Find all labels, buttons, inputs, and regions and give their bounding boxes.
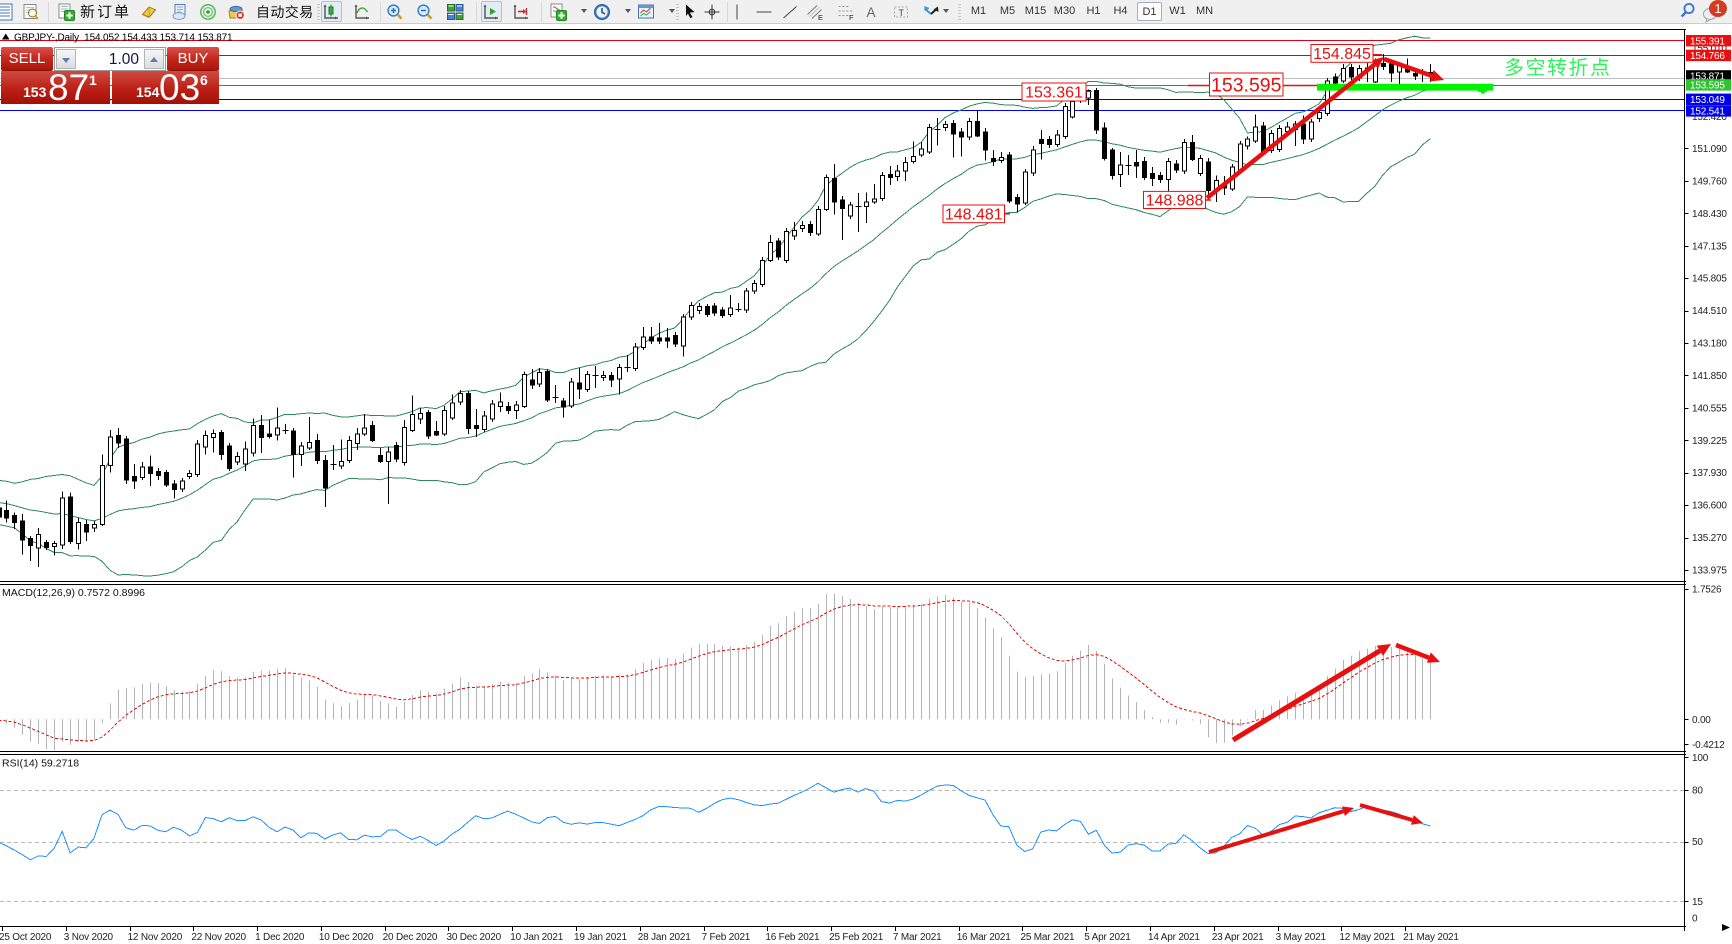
svg-text:7 Mar 2021: 7 Mar 2021 [893, 932, 942, 943]
svg-text:153.049: 153.049 [1690, 95, 1725, 106]
svg-text:7 Feb 2021: 7 Feb 2021 [702, 932, 751, 943]
svg-text:136.600: 136.600 [1692, 501, 1727, 512]
svg-text:28 Jan 2021: 28 Jan 2021 [638, 932, 691, 943]
svg-text:155.010: 155.010 [1692, 44, 1727, 55]
svg-text:144.510: 144.510 [1692, 306, 1727, 317]
svg-text:153.871: 153.871 [1690, 72, 1725, 83]
svg-text:147.135: 147.135 [1692, 241, 1727, 252]
svg-text:5 Apr 2021: 5 Apr 2021 [1084, 932, 1131, 943]
svg-text:21 May 2021: 21 May 2021 [1403, 932, 1459, 943]
svg-text:3 May 2021: 3 May 2021 [1276, 932, 1327, 943]
svg-text:23 Apr 2021: 23 Apr 2021 [1212, 932, 1264, 943]
svg-text:MACD(12,26,9) 0.7572 0.8996: MACD(12,26,9) 0.7572 0.8996 [2, 587, 145, 599]
svg-text:14 Apr 2021: 14 Apr 2021 [1148, 932, 1200, 943]
svg-text:152.541: 152.541 [1690, 107, 1725, 118]
svg-text:15: 15 [1692, 897, 1703, 908]
svg-text:10 Jan 2021: 10 Jan 2021 [510, 932, 563, 943]
svg-text:3 Nov 2020: 3 Nov 2020 [64, 932, 114, 943]
svg-text:80: 80 [1692, 786, 1703, 797]
svg-text:153.361: 153.361 [1025, 85, 1083, 102]
svg-text:RSI(14) 59.2718: RSI(14) 59.2718 [2, 758, 79, 770]
svg-text:19 Jan 2021: 19 Jan 2021 [574, 932, 627, 943]
svg-text:12 May 2021: 12 May 2021 [1339, 932, 1395, 943]
svg-text:100: 100 [1692, 753, 1709, 764]
svg-text:148.430: 148.430 [1692, 209, 1727, 220]
svg-text:E: E [818, 13, 823, 21]
svg-text:154.766: 154.766 [1690, 51, 1725, 62]
svg-text:133.975: 133.975 [1692, 565, 1727, 576]
svg-text:A: A [867, 5, 876, 20]
svg-text:140.555: 140.555 [1692, 403, 1727, 414]
svg-text:F: F [849, 13, 854, 21]
svg-text:GBPJPY-,Daily 154.052 154.433: GBPJPY-,Daily 154.052 154.433 153.714 15… [14, 33, 233, 44]
svg-text:25 Mar 2021: 25 Mar 2021 [1020, 932, 1075, 943]
svg-text:20 Dec 2020: 20 Dec 2020 [383, 932, 438, 943]
svg-text:149.760: 149.760 [1692, 176, 1727, 187]
svg-text:148.481: 148.481 [945, 206, 1003, 223]
svg-text:1.7526: 1.7526 [1692, 585, 1722, 596]
svg-text:10 Dec 2020: 10 Dec 2020 [319, 932, 374, 943]
svg-text:50: 50 [1692, 837, 1703, 848]
svg-text:0: 0 [1692, 914, 1698, 925]
svg-text:0.00: 0.00 [1692, 715, 1711, 726]
svg-text:1 Dec 2020: 1 Dec 2020 [255, 932, 305, 943]
svg-text:148.988: 148.988 [1146, 193, 1204, 210]
svg-text:155.391: 155.391 [1690, 36, 1725, 47]
svg-text:30 Dec 2020: 30 Dec 2020 [446, 932, 501, 943]
svg-text:-0.4212: -0.4212 [1692, 740, 1725, 751]
svg-text:137.930: 137.930 [1692, 468, 1727, 479]
svg-text:154.845: 154.845 [1313, 46, 1371, 63]
svg-text:152.420: 152.420 [1692, 112, 1727, 123]
svg-text:16 Feb 2021: 16 Feb 2021 [765, 932, 820, 943]
svg-text:22 Nov 2020: 22 Nov 2020 [191, 932, 246, 943]
svg-text:12 Nov 2020: 12 Nov 2020 [128, 932, 183, 943]
svg-text:25 Feb 2021: 25 Feb 2021 [829, 932, 884, 943]
svg-text:153.595: 153.595 [1211, 74, 1282, 96]
svg-text:145.805: 145.805 [1692, 274, 1727, 285]
svg-text:16 Mar 2021: 16 Mar 2021 [957, 932, 1012, 943]
svg-text:141.850: 141.850 [1692, 371, 1727, 382]
svg-text:25 Oct 2020: 25 Oct 2020 [0, 932, 52, 943]
svg-text:151.090: 151.090 [1692, 144, 1727, 155]
svg-text:135.270: 135.270 [1692, 533, 1727, 544]
svg-text:153.595: 153.595 [1690, 81, 1725, 92]
svg-text:143.180: 143.180 [1692, 339, 1727, 350]
svg-text:139.225: 139.225 [1692, 436, 1727, 447]
svg-text:T: T [899, 8, 905, 18]
